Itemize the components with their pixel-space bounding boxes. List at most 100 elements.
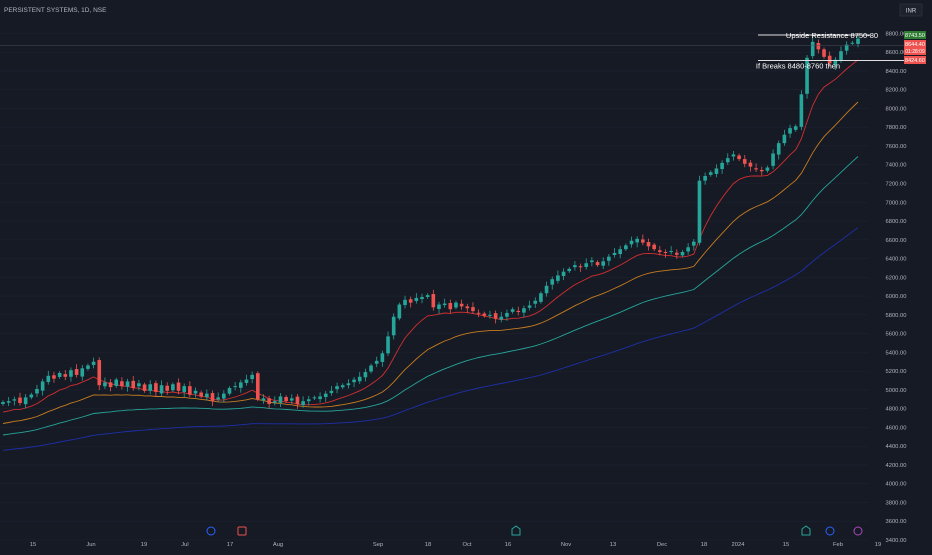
candle-body — [584, 263, 589, 267]
price-tag-level — [904, 56, 926, 64]
x-tick-label: 19 — [141, 542, 147, 548]
event-dividend-icon — [511, 525, 521, 536]
y-tick-label: 6200.00 — [886, 275, 907, 281]
candle-body — [1, 402, 5, 404]
x-tick-label: Dec — [657, 542, 667, 548]
x-tick-label: Nov — [561, 542, 571, 548]
candle-body — [250, 374, 254, 380]
candle-body — [674, 252, 679, 255]
candle-body — [595, 262, 600, 266]
candle-body — [182, 386, 187, 392]
y-tick-label: 5200.00 — [886, 369, 907, 375]
y-tick-label: 3800.00 — [886, 500, 907, 506]
candle-body — [720, 162, 724, 170]
y-tick-label: 4000.00 — [886, 482, 907, 488]
y-tick-label: 6400.00 — [886, 257, 907, 263]
candle-body — [289, 398, 294, 401]
x-tick-label: 13 — [610, 542, 616, 548]
price-tag-current-text: 8644.40 — [905, 42, 925, 48]
x-tick-label: Aug — [273, 542, 283, 548]
candle-body — [516, 310, 521, 313]
candle-body — [573, 265, 577, 268]
candle-body — [335, 386, 339, 390]
candle-body — [35, 388, 39, 394]
candle-body — [776, 143, 781, 155]
candle-body — [465, 306, 470, 309]
currency-badge[interactable] — [899, 3, 923, 17]
candle-body — [431, 294, 436, 308]
candle-body — [691, 241, 696, 246]
y-tick-label: 8400.00 — [886, 69, 907, 75]
candle-body — [476, 312, 481, 314]
x-tick-label: 15 — [783, 542, 789, 548]
candle-body — [374, 360, 379, 364]
x-tick-label: 19 — [875, 542, 881, 548]
ema-teal-line — [2, 156, 859, 436]
candle-body — [120, 381, 124, 387]
event-circle-icon — [853, 526, 863, 536]
candle-body — [233, 386, 237, 388]
candle-body — [306, 399, 311, 402]
candle-body — [522, 308, 526, 313]
candle-body — [799, 94, 804, 127]
candle-body — [533, 300, 538, 304]
candle-body — [278, 396, 283, 403]
candle-body — [822, 49, 826, 57]
time-axis[interactable]: 15 Jun 19 Jul 17 Aug Sep 18 Oct 16 Nov 13 Dec 18 2024 1… — [30, 542, 881, 548]
candle-body — [856, 38, 860, 44]
candle-body — [612, 252, 617, 255]
y-tick-label: 7000.00 — [886, 200, 907, 206]
y-tick-label: 3600.00 — [886, 519, 907, 525]
candle-body — [607, 256, 611, 261]
x-tick-label: Jun — [86, 542, 95, 548]
candle-body — [505, 312, 509, 317]
candle-body — [816, 42, 821, 50]
candle-body — [686, 247, 690, 252]
x-tick-label: 17 — [227, 542, 233, 548]
candle-body — [29, 394, 34, 398]
candle-body — [284, 397, 288, 402]
candle-body — [844, 44, 849, 51]
candle-body — [561, 271, 566, 276]
candle-body — [459, 303, 464, 307]
candle-body — [6, 401, 11, 403]
y-tick-label: 5600.00 — [886, 332, 907, 338]
y-tick-label: 4600.00 — [886, 425, 907, 431]
candle-body — [652, 244, 656, 250]
candle-body — [272, 401, 277, 403]
x-tick-label: Oct — [462, 542, 471, 548]
y-tick-label: 7800.00 — [886, 125, 907, 131]
candle-body — [403, 299, 407, 306]
candle-body — [57, 373, 62, 377]
candle-body — [697, 180, 702, 243]
y-tick-label: 7600.00 — [886, 144, 907, 150]
candle-body — [74, 369, 79, 375]
candle-body — [244, 379, 249, 383]
candle-body — [793, 126, 798, 130]
candle-body — [680, 251, 685, 256]
candle-body — [833, 59, 838, 66]
candle-body — [448, 303, 453, 310]
candles — [1, 34, 860, 409]
candle-body — [340, 385, 345, 388]
candle-body — [391, 316, 396, 336]
event-flag-icon — [237, 526, 247, 536]
candle-body — [80, 368, 85, 377]
symbol-title: PERSISTENT SYSTEMS, 1D, NSE — [4, 7, 107, 14]
candle-body — [703, 175, 707, 181]
y-tick-label: 8200.00 — [886, 88, 907, 94]
candle-body — [658, 250, 662, 252]
price-axis[interactable]: 8800.00 8600.00 8400.00 8200.00 8000.00 7800.… — [886, 31, 907, 544]
candle-body — [544, 285, 549, 294]
y-tick-label: 4800.00 — [886, 407, 907, 413]
candle-body — [488, 314, 492, 316]
candle-body — [386, 336, 390, 354]
candle-body — [782, 134, 787, 144]
candle-body — [765, 167, 770, 171]
event-circle-icon — [206, 526, 216, 536]
x-tick-label: Feb — [833, 542, 843, 548]
candle-body — [805, 57, 809, 94]
candle-body — [420, 297, 424, 300]
